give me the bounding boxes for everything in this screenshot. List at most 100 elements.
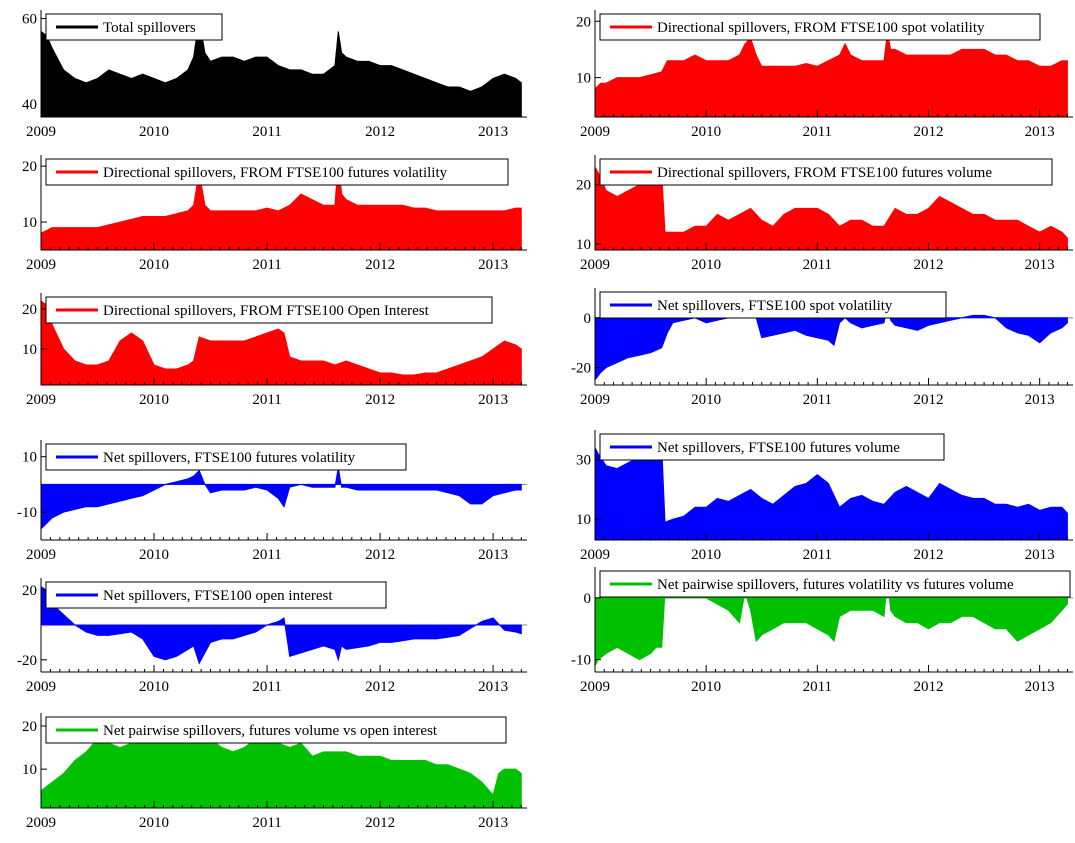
y-tick-label: 30 (576, 453, 591, 469)
legend-label: Net spillovers, FTSE100 open interest (103, 588, 333, 604)
x-tick-label: 2010 (139, 679, 169, 695)
x-tick-label: 2010 (139, 547, 169, 563)
y-tick-label: 10 (22, 762, 37, 778)
legend-box (45, 296, 493, 324)
series-area (594, 32, 1068, 118)
x-tick-label: 2010 (139, 815, 169, 831)
panel-10: 2009 2010 2011 2012 2013 0 -10 Net pairwise spi… (571, 567, 1073, 695)
x-tick-label: 2010 (139, 392, 169, 408)
panel-4: 2009 2010 2011 2012 2013 10 20 Directional spil… (576, 155, 1073, 273)
y-tick-label: 40 (22, 97, 37, 113)
x-tick-label: 2011 (252, 547, 281, 563)
x-tick-label: 2012 (365, 392, 395, 408)
x-tick-label: 2012 (365, 815, 395, 831)
legend-label: Directional spillovers, FROM FTSE100 spo… (657, 20, 985, 36)
legend-label: Net spillovers, FTSE100 spot volatility (657, 298, 893, 314)
x-tick-label: 2010 (691, 679, 721, 695)
legend-label: Net pairwise spillovers, futures volatil… (657, 577, 1014, 593)
x-tick-label: 2010 (691, 124, 721, 140)
y-tick-label: 10 (576, 71, 591, 87)
legend-box (45, 443, 407, 471)
x-tick-label: 2013 (478, 547, 508, 563)
y-tick-label: 10 (22, 342, 37, 358)
x-tick-label: 2009 (26, 815, 56, 831)
x-tick-label: 2010 (691, 257, 721, 273)
x-tick-label: 2009 (26, 679, 56, 695)
x-tick-label: 2011 (252, 392, 281, 408)
legend-box (45, 581, 387, 609)
x-tick-label: 2013 (478, 679, 508, 695)
x-tick-label: 2013 (1025, 124, 1055, 140)
legend-box (599, 291, 947, 319)
series-area (40, 300, 522, 386)
legend-label: Directional spillovers, FROM FTSE100 fut… (103, 165, 448, 181)
x-tick-label: 2011 (803, 679, 832, 695)
legend-box (45, 158, 509, 186)
x-tick-label: 2012 (365, 679, 395, 695)
x-tick-label: 2009 (580, 392, 610, 408)
y-tick-label: 20 (22, 302, 37, 318)
x-tick-label: 2009 (580, 547, 610, 563)
panel-8: 2009 2010 2011 2012 2013 30 10 Net spillovers, … (576, 430, 1073, 563)
x-tick-label: 2013 (478, 815, 508, 831)
legend-label: Net pairwise spillovers, futures volume … (103, 723, 438, 739)
x-tick-label: 2011 (252, 679, 281, 695)
y-tick-label: 10 (22, 215, 37, 231)
legend-box (45, 716, 507, 744)
legend-box (599, 158, 1053, 186)
x-tick-label: 2013 (1025, 547, 1055, 563)
panel-9: 2009 2010 2011 2012 2013 20 -20 Net spillovers,… (17, 578, 527, 695)
x-tick-label: 2013 (1025, 679, 1055, 695)
y-tick-label: 20 (22, 583, 37, 599)
y-tick-label: 60 (22, 12, 37, 28)
panel-6: 2009 2010 2011 2012 2013 0 -20 Net spillovers, … (571, 288, 1073, 408)
y-tick-label: 0 (584, 311, 592, 327)
panel-2: 2009 2010 2011 2012 2013 10 20 Directional spil… (576, 10, 1073, 140)
y-tick-label: 20 (576, 14, 591, 30)
x-tick-label: 2011 (803, 257, 832, 273)
x-tick-label: 2011 (803, 124, 832, 140)
y-tick-label: -20 (571, 361, 591, 377)
y-tick-label: 10 (22, 450, 37, 466)
series-area (40, 160, 522, 251)
legend-box (599, 433, 945, 461)
x-tick-label: 2012 (365, 547, 395, 563)
x-tick-label: 2012 (913, 257, 943, 273)
panel-5: 2009 2010 2011 2012 2013 10 20 Directional spil… (22, 293, 527, 408)
y-tick-label: -10 (17, 505, 37, 521)
y-tick-label: 10 (576, 237, 591, 253)
x-tick-label: 2010 (691, 392, 721, 408)
x-tick-label: 2013 (478, 392, 508, 408)
y-tick-label: 20 (576, 178, 591, 194)
y-tick-label: 20 (22, 719, 37, 735)
x-tick-label: 2013 (1025, 257, 1055, 273)
x-tick-label: 2009 (580, 679, 610, 695)
series-area (40, 585, 522, 665)
legend-label: Total spillovers (103, 20, 196, 36)
panel-11: 2009 2010 2011 2012 2013 10 20 Net pairwise spi… (22, 713, 527, 831)
x-tick-label: 2009 (26, 257, 56, 273)
x-tick-label: 2010 (139, 124, 169, 140)
x-tick-label: 2011 (803, 392, 832, 408)
x-tick-label: 2013 (478, 124, 508, 140)
x-tick-label: 2009 (580, 124, 610, 140)
x-tick-label: 2011 (252, 815, 281, 831)
legend-label: Directional spillovers, FROM FTSE100 Ope… (103, 303, 430, 319)
x-tick-label: 2009 (26, 124, 56, 140)
panel-3: 2009 2010 2011 2012 2013 10 20 Directional spil… (22, 155, 527, 273)
legend-label: Directional spillovers, FROM FTSE100 fut… (657, 165, 992, 181)
x-tick-label: 2010 (139, 257, 169, 273)
x-tick-label: 2011 (252, 124, 281, 140)
x-tick-label: 2012 (365, 124, 395, 140)
y-tick-label: -10 (571, 653, 591, 669)
x-tick-label: 2010 (691, 547, 721, 563)
x-tick-label: 2012 (913, 124, 943, 140)
x-tick-label: 2013 (478, 257, 508, 273)
panel-7: 2009 2010 2011 2012 2013 10 -10 Net spillovers,… (17, 440, 527, 563)
x-tick-label: 2009 (580, 257, 610, 273)
y-tick-label: 10 (576, 512, 591, 528)
x-tick-label: 2012 (913, 547, 943, 563)
y-tick-label: -20 (17, 653, 37, 669)
legend-box (599, 570, 1071, 598)
